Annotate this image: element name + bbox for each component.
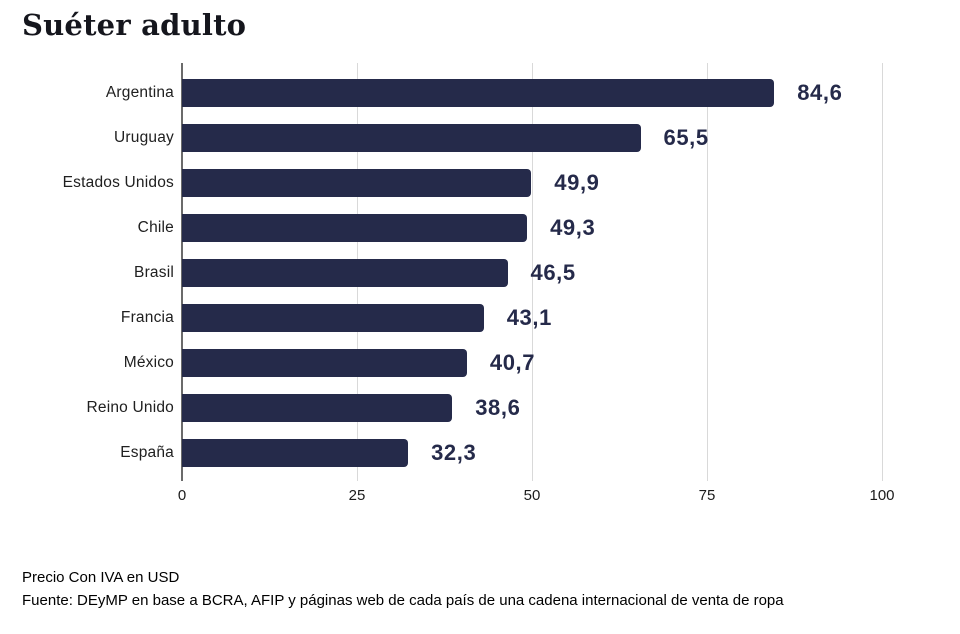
x-tick-label-0: 0: [177, 487, 187, 504]
category-label: Brasil: [134, 263, 174, 281]
category-label: Francia: [120, 308, 174, 326]
gridline-50: [532, 63, 533, 481]
bar-value-label: 46,5: [530, 259, 576, 285]
footnote: Precio Con IVA en USD Fuente: DEyMP en b…: [22, 566, 784, 612]
bar: [182, 123, 641, 152]
bar-track: 84,6: [182, 78, 882, 107]
bar-value-label: 40,7: [489, 349, 536, 375]
bar: [182, 438, 409, 467]
bar-value-label: 49,9: [554, 169, 600, 195]
bar-row-estados-unidos: Estados Unidos 49,9: [0, 160, 960, 205]
gridline-100: [882, 63, 883, 481]
gridline-75: [707, 63, 708, 481]
bar-value-label: 43,1: [506, 304, 552, 330]
price-note: Precio Con IVA en USD: [22, 569, 180, 586]
x-tick-label-75: 75: [698, 487, 716, 504]
x-axis-tick-labels: 0 25 50 75 100: [178, 487, 895, 507]
bar-track: 46,5: [182, 258, 882, 287]
bar-value-label: 32,3: [431, 439, 477, 465]
category-label: Argentina: [105, 83, 174, 101]
bar-track: 49,3: [182, 213, 882, 242]
bar-row-chile: Chile 49,3: [0, 205, 960, 250]
bar: [182, 258, 508, 287]
bar-rows: Argentina 84,6 Uruguay 65,5 Estados Unid…: [0, 70, 960, 475]
source-note: Fuente: DEyMP en base a BCRA, AFIP y pág…: [22, 592, 784, 609]
bar: [182, 168, 532, 197]
bar-value-label: 38,6: [475, 394, 521, 420]
bar-track: 49,9: [182, 168, 882, 197]
category-label: Estados Unidos: [62, 173, 174, 191]
category-label: Reino Unido: [86, 398, 174, 416]
bar-row-brasil: Brasil 46,5: [0, 250, 960, 295]
bar-row-uruguay: Uruguay 65,5: [0, 115, 960, 160]
bar-track: 65,5: [182, 123, 882, 152]
bar-row-francia: Francia 43,1: [0, 295, 960, 340]
bar: [182, 393, 453, 422]
bar-track: 38,6: [182, 393, 882, 422]
bar: [182, 213, 528, 242]
bar-row-reino-unido: Reino Unido 38,6: [0, 385, 960, 430]
category-label: México: [123, 353, 174, 371]
bar-value-label: 65,5: [663, 124, 709, 150]
bar-value-label: 84,6: [797, 79, 843, 105]
chart-title: Suéter adulto: [22, 8, 247, 42]
bar: [182, 348, 467, 377]
category-label: Uruguay: [114, 128, 174, 146]
bar-value-label: 49,3: [550, 214, 596, 240]
bar-track: 43,1: [182, 303, 882, 332]
x-tick-label-100: 100: [869, 487, 895, 504]
bar-track: 32,3: [182, 438, 882, 467]
bar: [182, 303, 484, 332]
x-tick-label-25: 25: [348, 487, 366, 504]
category-label: España: [120, 443, 174, 461]
bar-row-argentina: Argentina 84,6: [0, 70, 960, 115]
bar-track: 40,7: [182, 348, 882, 377]
bar: [182, 78, 775, 107]
x-tick-label-50: 50: [523, 487, 541, 504]
bar-row-mexico: México 40,7: [0, 340, 960, 385]
bar-chart: Argentina 84,6 Uruguay 65,5 Estados Unid…: [0, 63, 960, 513]
category-label: Chile: [137, 218, 174, 236]
bar-row-espana: España 32,3: [0, 430, 960, 475]
